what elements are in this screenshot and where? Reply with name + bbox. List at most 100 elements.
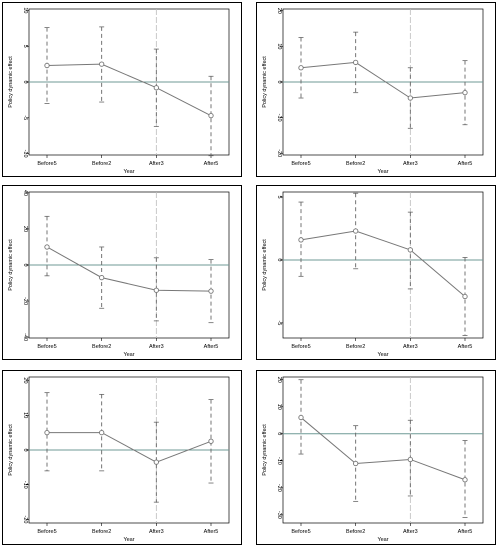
data-point (44, 62, 50, 69)
chart-panel-6: -30 -20 -10 0 10 20 Before5 Before2 After3 After5… (256, 370, 496, 545)
x-tick-label: After5 (204, 529, 219, 535)
x-tick-label: After5 (458, 161, 473, 167)
y-tick-label: 20 (22, 377, 28, 383)
x-tick-label: Before2 (92, 344, 111, 350)
y-tick-label: -20 (22, 516, 28, 524)
chart-panel-4: -5 0 5 Before5 Before2 After3 After5 Year Policy… (256, 185, 496, 360)
x-axis-label: Year (377, 169, 388, 175)
y-tick-label: -40 (22, 333, 28, 341)
data-point (208, 438, 214, 444)
x-tick-label: Before5 (37, 529, 56, 535)
y-axis-label: Policy dynamic effect (8, 56, 14, 108)
chart-panel-2: -20 -10 0 10 20 Before5 Before2 After3 After5 Yea… (256, 2, 496, 177)
data-point (153, 459, 159, 465)
data-point (462, 90, 468, 96)
x-tick-label: After3 (149, 344, 164, 350)
data-point (462, 293, 468, 300)
chart-panel-3: -40 -20 0 20 40 Before5 Before2 After3 After5 Yea… (2, 185, 242, 360)
y-tick-label: -10 (276, 457, 282, 465)
y-tick-label: -5 (22, 115, 28, 120)
x-tick-label: After3 (403, 161, 418, 167)
data-point (407, 456, 413, 463)
chart-3-svg: -40 -20 0 20 40 Before5 Before2 After3 After5 Yea… (8, 190, 230, 358)
y-tick-label: 20 (276, 8, 282, 14)
chart-panel-1: -10 -5 0 5 10 Before5 Before2 After3 After5 Year P… (2, 2, 242, 177)
chart-panel-5: -20 -10 0 10 20 Before5 Before2 After3 After5 Yea… (2, 370, 242, 545)
x-tick-label: After3 (149, 161, 164, 167)
y-tick-label: 0 (276, 432, 282, 435)
y-tick-label: -10 (22, 150, 28, 158)
chart-6-svg: -30 -20 -10 0 10 20 Before5 Before2 After3 After5… (262, 376, 484, 543)
y-tick-label: -20 (276, 484, 282, 492)
data-point (353, 228, 359, 234)
data-point (462, 477, 468, 483)
y-tick-label: 40 (22, 190, 28, 196)
y-tick-label: -20 (276, 149, 282, 157)
chart-2-svg: -20 -10 0 10 20 Before5 Before2 After3 After5 Yea… (262, 8, 484, 175)
y-tick-label: 10 (22, 7, 28, 13)
plot-frame (282, 191, 484, 339)
y-tick-label: 10 (276, 43, 282, 49)
x-axis-label: Year (123, 169, 134, 175)
chart-1-svg: -10 -5 0 5 10 Before5 Before2 After3 After5 Year P… (8, 7, 230, 175)
x-tick-label: After3 (149, 529, 164, 535)
y-axis-label: Policy dynamic effect (262, 56, 268, 108)
x-tick-label: Before2 (92, 161, 111, 167)
data-point (298, 65, 304, 71)
y-tick-label: -30 (276, 511, 282, 519)
y-tick-label: 0 (22, 263, 28, 266)
x-tick-label: Before2 (92, 529, 111, 535)
y-axis-label: Policy dynamic effect (8, 239, 14, 291)
data-point (99, 61, 105, 67)
y-tick-label: 20 (22, 226, 28, 232)
series-line (300, 230, 466, 297)
series-line (300, 417, 466, 481)
y-tick-label: -10 (22, 481, 28, 489)
y-axis-label: Policy dynamic effect (262, 424, 268, 476)
series-line (47, 432, 212, 463)
y-tick-label: 0 (22, 80, 28, 83)
x-tick-label: Before5 (291, 161, 310, 167)
y-tick-label: -20 (22, 297, 28, 305)
y-tick-label: 10 (22, 412, 28, 418)
data-point (99, 274, 105, 281)
x-axis-label: Year (123, 537, 134, 543)
y-tick-label: 20 (276, 377, 282, 383)
y-tick-label: 5 (276, 196, 282, 199)
data-point (208, 288, 214, 294)
y-tick-label: 5 (22, 45, 28, 48)
y-tick-label: 0 (276, 258, 282, 261)
x-tick-label: After5 (204, 161, 219, 167)
plot-frame (282, 376, 484, 524)
data-point (298, 414, 304, 421)
x-tick-label: Before5 (291, 344, 310, 350)
data-point (44, 244, 50, 250)
data-point (153, 85, 159, 91)
data-point (153, 287, 159, 293)
x-axis-label: Year (377, 537, 388, 543)
series-line (46, 63, 212, 117)
x-tick-label: After5 (458, 529, 473, 535)
x-tick-label: After5 (458, 344, 473, 350)
x-tick-label: After3 (403, 344, 418, 350)
x-axis-label: Year (123, 352, 134, 358)
x-tick-label: Before5 (37, 161, 56, 167)
y-tick-label: -10 (276, 114, 282, 122)
x-tick-label: Before5 (291, 529, 310, 535)
data-point (407, 247, 413, 253)
data-point (208, 112, 214, 119)
y-tick-label: 0 (22, 448, 28, 451)
y-tick-label: 0 (276, 80, 282, 83)
chart-5-svg: -20 -10 0 10 20 Before5 Before2 After3 After5 Yea… (8, 376, 230, 543)
series-line (300, 61, 466, 99)
x-tick-label: Before5 (37, 344, 56, 350)
y-axis-label: Policy dynamic effect (8, 424, 14, 476)
x-tick-label: Before2 (346, 161, 365, 167)
x-axis-label: Year (377, 352, 388, 358)
y-tick-label: 10 (276, 404, 282, 410)
y-tick-label: -5 (276, 320, 282, 325)
data-point (99, 429, 105, 436)
x-tick-label: After3 (403, 529, 418, 535)
y-axis-label: Policy dynamic effect (262, 239, 268, 291)
x-tick-label: Before2 (346, 344, 365, 350)
